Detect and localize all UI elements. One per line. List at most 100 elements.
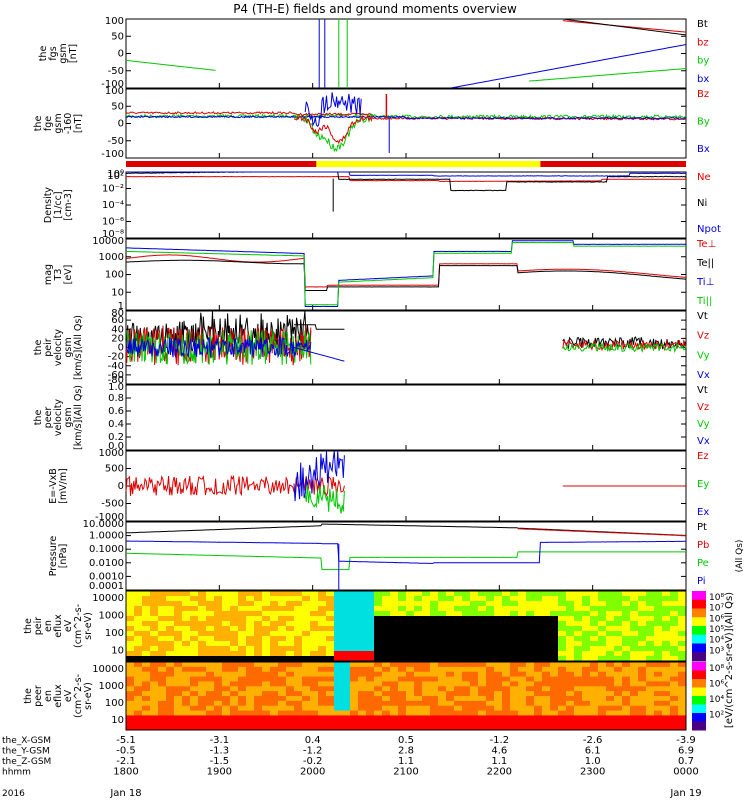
heat-cell xyxy=(214,705,223,712)
state-bar xyxy=(126,161,686,167)
heat-cell xyxy=(310,621,319,627)
heat-cell xyxy=(598,611,607,617)
heat-cell xyxy=(510,715,519,721)
heat-cell xyxy=(590,656,599,662)
heat-cell xyxy=(646,641,655,647)
heat-cell xyxy=(326,641,335,647)
heat-cell xyxy=(126,641,135,647)
heat-cell xyxy=(526,686,535,692)
heat-cell xyxy=(382,720,391,726)
heat-cell xyxy=(662,631,671,637)
heat-cell xyxy=(342,656,351,662)
heat-cell xyxy=(646,710,655,716)
heat-cell xyxy=(342,636,351,642)
heat-cell xyxy=(406,715,415,721)
heat-cell xyxy=(398,691,407,697)
heat-cell xyxy=(510,651,519,657)
heat-cell xyxy=(406,710,415,716)
heat-cell xyxy=(574,691,583,697)
heat-cell xyxy=(254,720,263,726)
heat-cell xyxy=(206,641,215,647)
heat-cell xyxy=(678,636,687,642)
heat-cell xyxy=(454,651,463,657)
heat-cell xyxy=(174,681,183,687)
heat-cell xyxy=(462,646,471,652)
heat-cell xyxy=(574,606,583,612)
y-axis-label: [mV/m] xyxy=(58,468,69,504)
heat-cell xyxy=(318,691,327,697)
heat-cell xyxy=(438,646,447,652)
heat-cell xyxy=(414,700,423,707)
heat-cell xyxy=(246,616,255,622)
heat-cell xyxy=(406,621,415,627)
heat-cell xyxy=(294,666,303,673)
heat-cell xyxy=(126,691,135,697)
heat-cell xyxy=(662,591,671,597)
y-axis-label: velocity xyxy=(53,329,64,367)
heat-cell xyxy=(622,686,631,692)
heat-cell xyxy=(438,681,447,687)
y-tick-label: 1000 xyxy=(99,448,124,459)
side-label: (All Qs) xyxy=(735,540,745,573)
heat-cell xyxy=(622,601,631,607)
heat-cell xyxy=(566,621,575,627)
heat-cell xyxy=(646,601,655,607)
heat-cell xyxy=(382,676,391,682)
heat-cell xyxy=(150,621,159,627)
y-axis-label: E=-VxB xyxy=(48,468,59,503)
heat-cell xyxy=(654,676,663,682)
heat-cell xyxy=(350,720,359,726)
heat-cell xyxy=(470,666,479,673)
heat-cell xyxy=(414,596,423,602)
heat-cell xyxy=(158,725,167,731)
heat-cell xyxy=(366,656,375,662)
heat-cell xyxy=(574,611,583,617)
heat-cell xyxy=(590,686,599,692)
heat-cell xyxy=(286,710,295,716)
heat-cell xyxy=(374,676,383,682)
heat-cell xyxy=(678,705,687,712)
heat-cell xyxy=(614,606,623,612)
heat-cell xyxy=(678,691,687,697)
heat-cell xyxy=(158,641,167,647)
heat-cell xyxy=(158,656,167,662)
heat-cell xyxy=(398,596,407,602)
heat-cell xyxy=(166,606,175,612)
heat-cell xyxy=(190,681,199,687)
heatmap xyxy=(126,662,687,731)
heat-cell xyxy=(502,636,511,642)
heat-cell xyxy=(310,725,319,731)
heat-cell xyxy=(542,710,551,716)
heat-cell xyxy=(134,621,143,627)
heat-cell xyxy=(366,611,375,617)
heat-cell xyxy=(326,621,335,627)
heat-cell xyxy=(502,725,511,731)
heat-cell xyxy=(566,616,575,622)
heat-cell xyxy=(246,656,255,662)
heat-cell xyxy=(454,662,463,668)
y-tick-label: 100 xyxy=(105,86,124,97)
heat-cell xyxy=(374,601,383,607)
heat-cell xyxy=(126,651,135,657)
heat-cell xyxy=(126,626,135,632)
heat-cell xyxy=(622,671,631,678)
heat-cell xyxy=(142,631,151,637)
heat-cell xyxy=(654,662,663,668)
heat-cell xyxy=(670,705,679,712)
legend-Vz: Vz xyxy=(697,402,709,413)
heat-cell xyxy=(230,621,239,627)
heat-cell xyxy=(526,621,535,627)
heat-cell xyxy=(366,606,375,612)
legend-Pe: Pe xyxy=(697,558,709,569)
heat-cell xyxy=(350,686,359,692)
y-axis-label: [nPa] xyxy=(58,544,69,569)
ne-trace xyxy=(126,175,686,183)
vt-trace xyxy=(294,324,345,330)
heat-cell xyxy=(534,656,543,662)
heat-cell xyxy=(262,725,271,731)
heat-cell xyxy=(254,715,263,721)
heat-cell xyxy=(206,606,215,612)
heat-cell xyxy=(582,631,591,637)
heat-cell xyxy=(342,596,351,602)
heat-cell xyxy=(294,656,303,662)
